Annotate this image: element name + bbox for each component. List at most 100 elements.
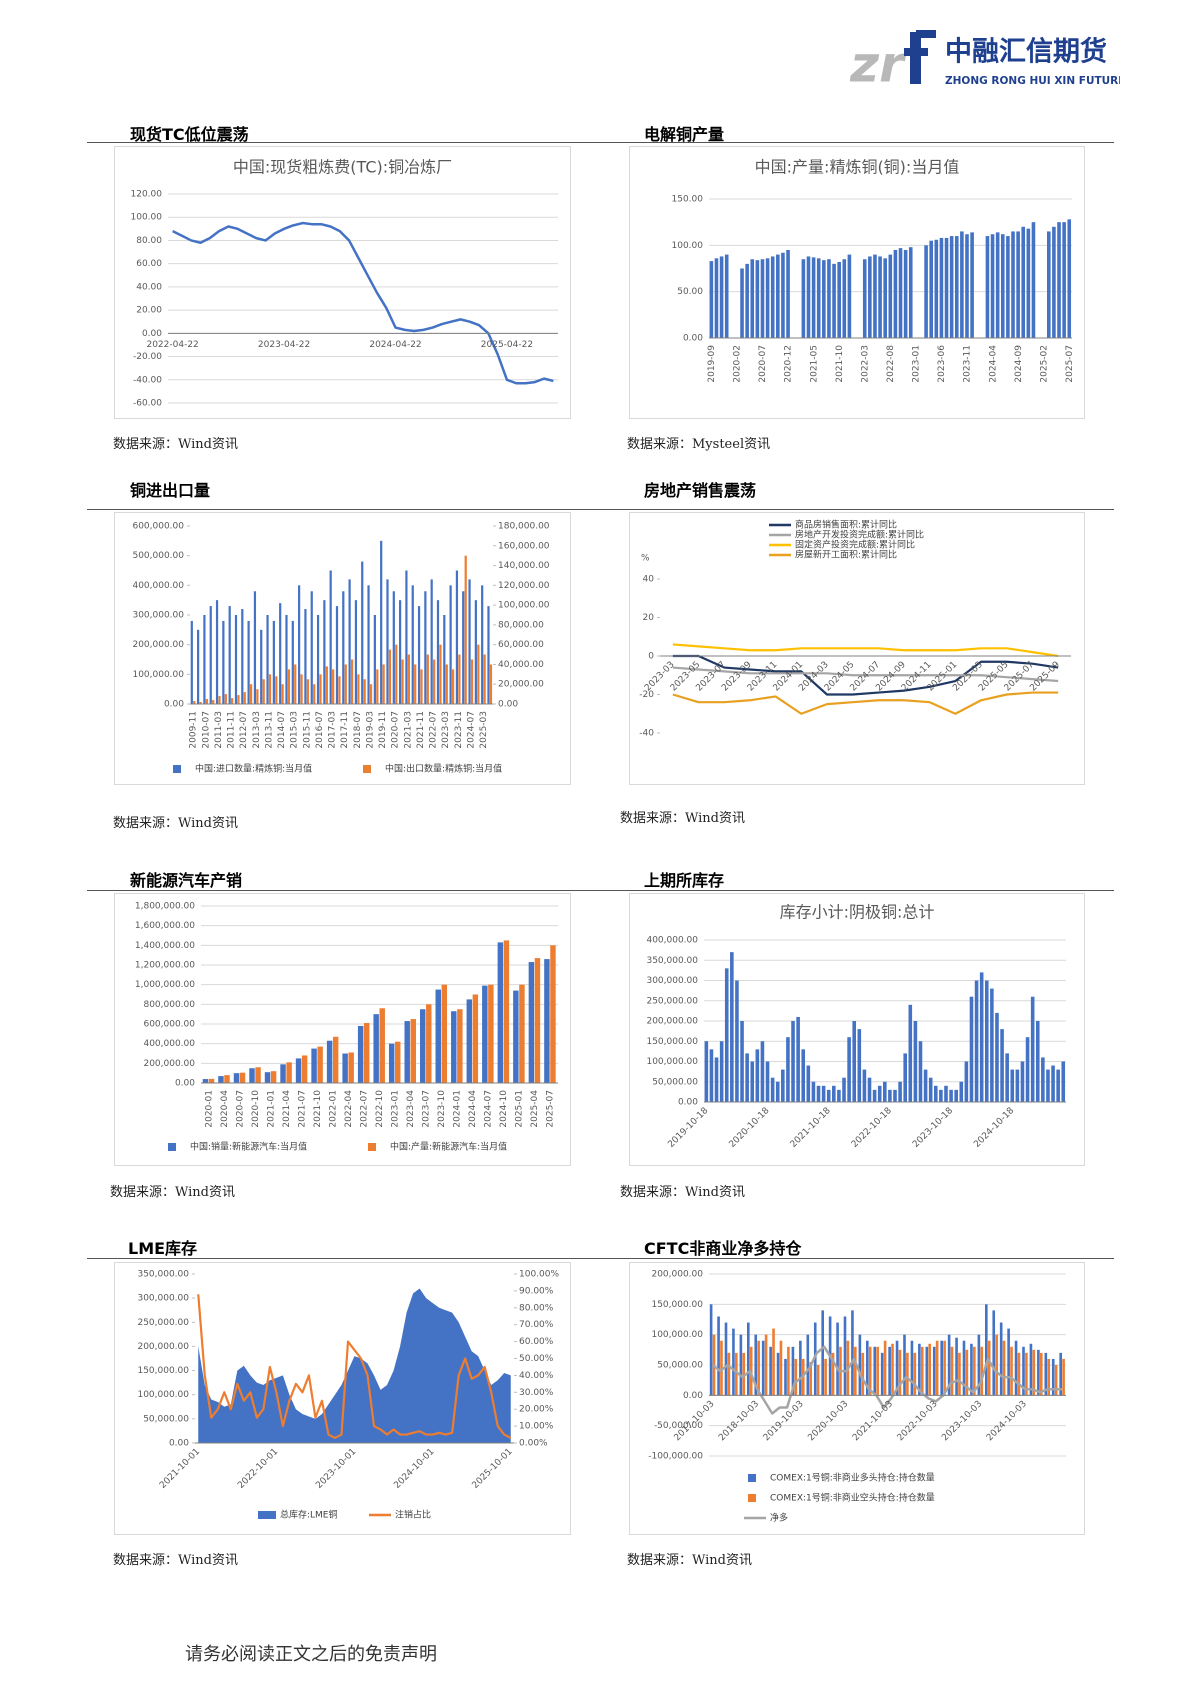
bar (811, 257, 816, 338)
logo-bar (904, 48, 928, 56)
bar (233, 1073, 240, 1083)
y2-tick-label: 40.00% (519, 1371, 554, 1381)
footer: 请务必阅读正文之后的免责声明 (185, 1644, 437, 1665)
bar (326, 1040, 333, 1083)
bar (821, 1085, 826, 1102)
source: 数据来源：Wind资讯 (113, 437, 238, 452)
bar (311, 1048, 317, 1083)
x-tick-label: 2016-07 (315, 711, 325, 749)
bar (964, 1061, 969, 1102)
bar (755, 260, 760, 338)
bar (395, 1041, 401, 1083)
bar (329, 570, 332, 704)
bar (404, 1021, 410, 1083)
bar (837, 262, 841, 338)
bar (363, 679, 366, 704)
bar (878, 256, 882, 338)
bar (760, 259, 765, 338)
y-tick-label: 300,000.00 (137, 1294, 189, 1304)
bar (266, 615, 269, 704)
bar (984, 980, 989, 1102)
bar (750, 259, 755, 338)
logo: zr 中融汇信期货 ZHONG RONG HUI XIN FUTURES (850, 30, 1120, 90)
bar (483, 654, 486, 704)
y-tick-label: 150,000.00 (651, 1300, 703, 1310)
bar (990, 234, 995, 338)
bar (470, 659, 474, 704)
y-tick-label: 800,000.00 (143, 1000, 195, 1010)
bar (990, 988, 994, 1102)
bar (852, 1021, 856, 1102)
bar (724, 254, 729, 338)
y-tick-label: 600,000.00 (143, 1020, 195, 1030)
chart-title: 中国:产量:精炼铜(铜):当月值 (755, 158, 960, 177)
bar (730, 952, 734, 1102)
bar (1014, 1340, 1018, 1396)
y-tick-label: 50,000.00 (652, 1077, 698, 1087)
bar (249, 1068, 255, 1083)
bar (880, 1352, 884, 1396)
legend-swatch (258, 1511, 276, 1519)
bar (908, 1004, 913, 1102)
y2-tick-label: 100,000.00 (498, 601, 550, 611)
x-tick-label: 2021-10 (835, 345, 845, 383)
bar (719, 256, 724, 338)
rule (601, 142, 1114, 143)
y-tick-label: 300,000.00 (646, 976, 698, 986)
bar (709, 261, 714, 338)
bar (842, 1077, 846, 1102)
x-tick-label: 2025-04-22 (481, 340, 533, 350)
legend-swatch (748, 1494, 756, 1502)
chart: 库存小计:阴极铜:总计 0.00 50,000.00 100,000.00 150,00… (629, 893, 1085, 1166)
bar (382, 664, 385, 704)
y-tick-label: 350,000.00 (137, 1270, 189, 1280)
bar (775, 1081, 780, 1102)
bar (399, 600, 402, 704)
x-tick-label: 2024-10 (499, 1090, 509, 1128)
bar (832, 263, 836, 338)
bar (720, 1340, 723, 1396)
x-tick-label: 2020-07 (391, 711, 401, 749)
bar (962, 1340, 966, 1396)
bar (719, 1041, 724, 1102)
bar (1039, 1352, 1043, 1396)
bar (373, 615, 376, 704)
y-tick-label: 150,000.00 (137, 1366, 189, 1376)
y-tick-label: -50,000.00 (654, 1421, 703, 1431)
bar (747, 1322, 750, 1396)
bar (275, 676, 278, 704)
bar (822, 260, 826, 338)
bar (264, 1072, 271, 1083)
section-heading: 房地产销售震荡 (644, 481, 757, 500)
bar (799, 1340, 802, 1396)
bar (932, 1346, 936, 1396)
bar (806, 1065, 811, 1102)
chart: 0.00 50,000.00 100,000.00 150,000.00 200,000… (114, 1262, 571, 1535)
x-tick-label: 2017-03 (328, 711, 338, 749)
x-tick-label: 2024-09 (1014, 345, 1024, 383)
bar (441, 984, 448, 1083)
bar (791, 1346, 795, 1396)
bar (218, 696, 221, 704)
legend-label: COMEX:1号铜:非商业空头持仓:持仓数量 (770, 1492, 935, 1504)
bar (724, 1322, 728, 1396)
bar (784, 1358, 787, 1396)
y-tick-label: 100,000.00 (132, 670, 184, 680)
bar (1037, 1349, 1040, 1396)
bar (772, 1328, 775, 1396)
bar (992, 1310, 996, 1396)
bar (832, 1085, 836, 1102)
bar (1017, 1352, 1021, 1396)
bar (367, 585, 370, 704)
bar (363, 1023, 370, 1083)
bar (970, 1343, 973, 1396)
bar (497, 942, 504, 1083)
bar (893, 1089, 897, 1102)
bar (361, 561, 364, 704)
bar (1010, 1069, 1015, 1102)
rule (601, 509, 1114, 510)
rule (87, 890, 601, 891)
bar (287, 669, 291, 704)
bar (260, 629, 263, 704)
x-tick-label: 2021-11 (416, 711, 426, 749)
